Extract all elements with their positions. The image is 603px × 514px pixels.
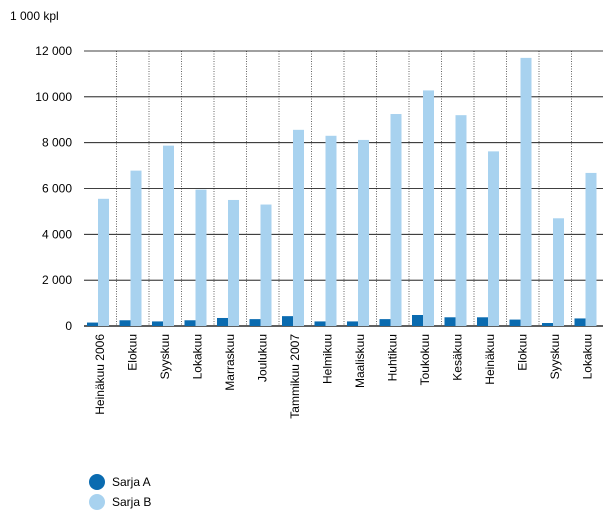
y-tick-label: 8 000 bbox=[42, 136, 72, 150]
bar-a-6 bbox=[282, 316, 293, 326]
bar-a-0 bbox=[87, 322, 98, 326]
category-label: Heinäkuu bbox=[483, 334, 497, 385]
bar-a-2 bbox=[152, 321, 163, 326]
bar-a-10 bbox=[412, 315, 423, 326]
bar-b-4 bbox=[228, 199, 239, 326]
category-label: Joulukuu bbox=[256, 334, 270, 382]
category-label: Tammikuu 2007 bbox=[288, 334, 302, 419]
category-label: Lokakuu bbox=[191, 334, 205, 379]
category-label: Kesäkuu bbox=[451, 334, 465, 381]
bar-b-0 bbox=[98, 198, 109, 326]
bar-a-8 bbox=[347, 321, 358, 326]
bar-b-5 bbox=[260, 204, 272, 326]
bar-a-15 bbox=[574, 318, 586, 326]
bar-b-13 bbox=[520, 57, 532, 326]
category-label: Lokakuu bbox=[581, 334, 595, 379]
category-label: Elokuu bbox=[126, 334, 140, 371]
bar-a-1 bbox=[119, 320, 131, 326]
bar-b-8 bbox=[358, 139, 369, 326]
y-tick-label: 6 000 bbox=[42, 182, 72, 196]
unit-label: 1 000 kpl bbox=[10, 9, 59, 23]
legend-swatch bbox=[89, 494, 105, 510]
bars bbox=[87, 57, 597, 327]
bar-a-4 bbox=[217, 317, 228, 326]
bar-b-9 bbox=[390, 114, 402, 326]
category-label: Elokuu bbox=[516, 334, 530, 371]
bar-b-10 bbox=[423, 90, 434, 327]
bar-a-11 bbox=[444, 317, 456, 326]
y-tick-label: 2 000 bbox=[42, 273, 72, 287]
y-tick-label: 0 bbox=[65, 319, 72, 333]
bar-b-15 bbox=[585, 172, 597, 326]
bar-a-14 bbox=[542, 323, 553, 326]
category-label: Syyskuu bbox=[158, 334, 172, 379]
y-tick-label: 10 000 bbox=[35, 90, 72, 104]
y-tick-labels: 0 2 000 4 000 6 000 8 000 10 000 12 000 bbox=[35, 44, 72, 333]
category-label: Huhtikuu bbox=[386, 334, 400, 381]
legend-label: Sarja A bbox=[112, 475, 151, 489]
category-label: Syyskuu bbox=[548, 334, 562, 379]
bar-a-13 bbox=[509, 319, 521, 326]
bar-b-11 bbox=[455, 115, 467, 327]
bar-b-1 bbox=[130, 170, 142, 326]
category-label: Marraskuu bbox=[223, 334, 237, 391]
bar-b-6 bbox=[293, 129, 304, 326]
bar-a-7 bbox=[314, 321, 326, 326]
bar-a-5 bbox=[249, 319, 261, 326]
category-label: Heinäkuu 2006 bbox=[93, 334, 107, 415]
bar-b-3 bbox=[195, 189, 207, 326]
bar-a-3 bbox=[184, 320, 196, 326]
y-tick-label: 12 000 bbox=[35, 44, 72, 58]
bar-b-2 bbox=[163, 145, 174, 326]
bar-a-9 bbox=[379, 319, 391, 326]
legend: Sarja A Sarja B bbox=[89, 474, 151, 510]
category-label: Toukokuu bbox=[418, 334, 432, 385]
category-label: Maaliskuu bbox=[353, 334, 367, 388]
category-labels: Heinäkuu 2006 Elokuu Syyskuu Lokakuu Marrask… bbox=[93, 334, 595, 419]
bar-b-12 bbox=[488, 151, 499, 326]
bar-b-7 bbox=[325, 135, 337, 326]
y-tick-label: 4 000 bbox=[42, 227, 72, 241]
legend-swatch bbox=[89, 474, 105, 490]
bar-a-12 bbox=[477, 317, 488, 326]
category-label: Helmikuu bbox=[321, 334, 335, 384]
gridlines bbox=[84, 50, 603, 327]
bar-b-14 bbox=[553, 218, 564, 326]
legend-label: Sarja B bbox=[112, 495, 151, 509]
